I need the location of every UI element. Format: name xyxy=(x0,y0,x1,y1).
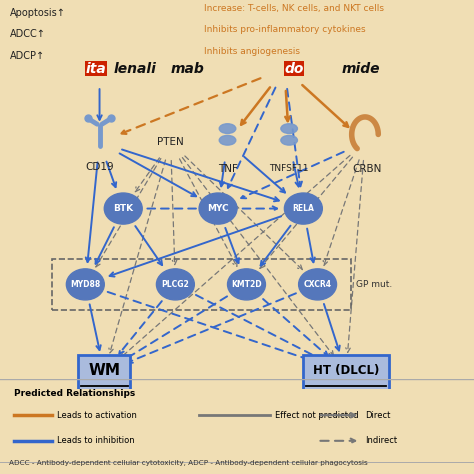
Text: mide: mide xyxy=(341,62,380,76)
Circle shape xyxy=(228,269,265,300)
Text: lenali: lenali xyxy=(114,62,156,76)
Text: Predicted Relationships: Predicted Relationships xyxy=(14,389,136,398)
Text: GP mut.: GP mut. xyxy=(356,280,392,289)
Circle shape xyxy=(104,193,142,224)
Ellipse shape xyxy=(281,136,298,145)
Text: Indirect: Indirect xyxy=(365,437,397,445)
Text: MYD88: MYD88 xyxy=(70,280,100,289)
Text: CD19: CD19 xyxy=(85,162,114,172)
Text: KMT2D: KMT2D xyxy=(231,280,262,289)
Text: ita: ita xyxy=(85,62,106,76)
Text: mab: mab xyxy=(171,62,204,76)
Text: Apoptosis↑: Apoptosis↑ xyxy=(9,8,65,18)
Text: ADCC↑: ADCC↑ xyxy=(9,29,46,39)
Text: TNF: TNF xyxy=(218,164,237,173)
Text: do: do xyxy=(284,62,304,76)
Ellipse shape xyxy=(281,124,298,134)
Ellipse shape xyxy=(219,124,236,134)
Circle shape xyxy=(66,269,104,300)
Circle shape xyxy=(284,193,322,224)
Text: Effect not predicted: Effect not predicted xyxy=(275,411,358,419)
Text: BTK: BTK xyxy=(113,204,133,213)
Circle shape xyxy=(156,269,194,300)
Text: Leads to activation: Leads to activation xyxy=(57,411,137,419)
FancyBboxPatch shape xyxy=(303,355,389,390)
Text: Leads to inhibition: Leads to inhibition xyxy=(57,437,135,445)
Text: Inhibits pro-inflammatory cytokines: Inhibits pro-inflammatory cytokines xyxy=(204,25,365,34)
Circle shape xyxy=(299,269,337,300)
Text: RELA: RELA xyxy=(292,204,314,213)
Text: Increase: T-cells, NK cells, and NKT cells: Increase: T-cells, NK cells, and NKT cel… xyxy=(204,4,384,13)
Text: ADCC - Antibody-dependent cellular cytotoxicity, ADCP - Antibody-dependent cellu: ADCC - Antibody-dependent cellular cytot… xyxy=(9,460,368,466)
Text: PTEN: PTEN xyxy=(157,137,184,147)
Circle shape xyxy=(199,193,237,224)
Text: WM: WM xyxy=(88,363,120,378)
Text: HT (DLCL): HT (DLCL) xyxy=(313,364,379,377)
FancyBboxPatch shape xyxy=(78,355,130,390)
Text: Inhibits angiogenesis: Inhibits angiogenesis xyxy=(204,46,300,55)
Text: Direct: Direct xyxy=(365,411,391,419)
Text: ADCP↑: ADCP↑ xyxy=(9,51,45,61)
Text: CXCR4: CXCR4 xyxy=(303,280,332,289)
Text: MYC: MYC xyxy=(207,204,229,213)
Ellipse shape xyxy=(219,136,236,145)
Text: PLCG2: PLCG2 xyxy=(162,280,189,289)
Text: CRBN: CRBN xyxy=(353,164,382,173)
Text: TNFSF11: TNFSF11 xyxy=(269,164,309,173)
